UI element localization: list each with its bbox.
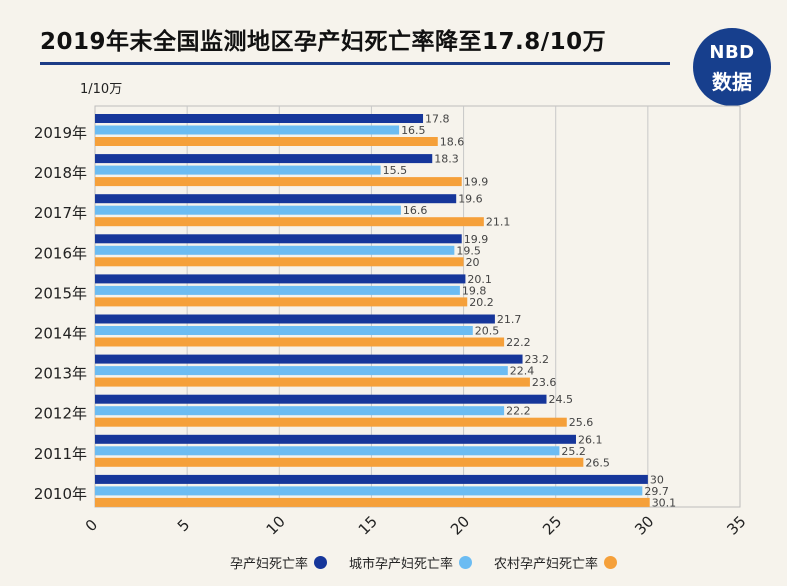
data-label: 19.5 [456, 244, 481, 257]
data-label: 18.3 [434, 153, 459, 166]
bar [95, 274, 466, 284]
bar [95, 205, 401, 215]
data-label: 19.9 [464, 176, 489, 189]
category-label: 2011年 [34, 445, 87, 463]
category-label: 2017年 [34, 204, 87, 222]
bar [95, 194, 457, 204]
data-label: 19.6 [458, 193, 483, 206]
unit-label: 1/10万 [80, 82, 123, 97]
category-label: 2010年 [34, 485, 87, 503]
x-tick-label: 30 [631, 512, 657, 538]
data-label: 26.1 [578, 433, 603, 446]
category-label: 2014年 [34, 325, 87, 343]
legend-item-total: 孕产妇死亡率 [230, 553, 328, 572]
category-label: 2018年 [34, 164, 87, 182]
category-label: 2012年 [34, 405, 87, 423]
bar [95, 446, 560, 456]
x-tick-label: 20 [447, 512, 473, 538]
data-label: 20.5 [475, 325, 500, 338]
bar [95, 114, 424, 123]
data-label: 22.2 [506, 336, 530, 349]
category-label: 2019年 [34, 124, 87, 142]
data-label: 20.2 [469, 296, 494, 309]
logo-text-top: NBD [709, 42, 755, 63]
bar [95, 234, 462, 244]
legend-dot-rural [604, 556, 618, 569]
data-label: 15.5 [383, 164, 408, 177]
data-label: 16.6 [403, 204, 428, 217]
data-label: 23.6 [532, 376, 557, 389]
title-underline [40, 62, 670, 65]
data-label: 26.5 [585, 456, 610, 469]
bar [95, 297, 468, 307]
data-label: 16.5 [401, 124, 426, 137]
bar [95, 245, 455, 255]
category-label: 2016年 [34, 244, 87, 262]
bar [95, 394, 547, 404]
bar [95, 177, 462, 187]
bar [95, 406, 505, 416]
legend-dot-urban [459, 556, 473, 569]
data-label: 22.2 [506, 405, 530, 418]
bar [95, 474, 648, 484]
data-label: 29.7 [644, 485, 669, 498]
legend-label-urban: 城市孕产妇死亡率 [349, 557, 454, 572]
plot-frame [94, 105, 741, 508]
legend-label-rural: 农村孕产妇死亡率 [494, 557, 599, 572]
nbd-logo: NBD 数据 [693, 28, 771, 106]
data-label: 20.1 [467, 273, 492, 286]
data-label: 21.7 [497, 313, 522, 326]
bar [95, 497, 650, 507]
bar [95, 366, 508, 376]
data-label: 24.5 [549, 393, 574, 406]
bar [95, 165, 381, 175]
bar [95, 457, 584, 467]
x-tick-label: 0 [82, 516, 101, 535]
data-label: 18.6 [440, 136, 465, 149]
bar [95, 285, 460, 295]
legend-label-total: 孕产妇死亡率 [230, 557, 309, 572]
bar [95, 337, 505, 347]
bar [95, 486, 643, 496]
data-label: 19.9 [464, 233, 489, 246]
chart-title: 2019年末全国监测地区孕产妇死亡率降至17.8/10万 [40, 29, 607, 55]
bar [95, 137, 438, 146]
data-label: 30.1 [652, 496, 677, 509]
x-tick-label: 15 [355, 512, 381, 538]
x-tick-label: 10 [263, 512, 289, 538]
bar [95, 257, 464, 267]
data-label: 17.8 [425, 113, 450, 126]
bar [95, 417, 567, 427]
data-label: 23.2 [525, 353, 550, 366]
bar [95, 314, 495, 324]
bar [95, 217, 484, 227]
bar [95, 326, 473, 335]
legend-item-rural: 农村孕产妇死亡率 [494, 553, 618, 572]
x-tick-label: 35 [723, 512, 749, 538]
data-label: 20 [466, 256, 480, 269]
data-label: 19.8 [462, 284, 487, 297]
category-label: 2015年 [34, 284, 87, 302]
legend-item-urban: 城市孕产妇死亡率 [349, 553, 473, 572]
x-tick-label: 25 [539, 512, 565, 538]
legend: 孕产妇死亡率 城市孕产妇死亡率 农村孕产妇死亡率 [230, 553, 618, 572]
bar [95, 154, 433, 164]
x-tick-label: 5 [174, 516, 193, 535]
data-label: 21.1 [486, 216, 511, 229]
data-label: 25.6 [569, 416, 594, 429]
bar [95, 354, 523, 364]
bar [95, 377, 530, 387]
bar [95, 434, 576, 444]
legend-dot-total [314, 556, 328, 569]
logo-text-bottom: 数据 [712, 70, 752, 94]
data-label: 25.2 [561, 445, 586, 458]
data-label: 30 [650, 473, 664, 486]
bar [95, 125, 400, 135]
category-label: 2013年 [34, 365, 87, 383]
data-label: 22.4 [510, 365, 535, 378]
